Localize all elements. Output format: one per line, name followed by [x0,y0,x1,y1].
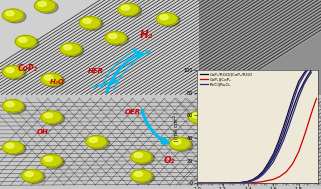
Circle shape [2,100,23,112]
Polygon shape [0,94,321,189]
Circle shape [64,45,72,50]
Circle shape [250,147,258,152]
Circle shape [41,154,62,167]
Circle shape [120,5,142,17]
Circle shape [2,141,23,154]
FancyArrowPatch shape [142,110,168,143]
Circle shape [41,111,62,123]
Circle shape [24,171,45,184]
Circle shape [169,137,190,150]
FancyArrowPatch shape [113,51,150,90]
Circle shape [6,143,14,148]
Circle shape [25,172,33,177]
Circle shape [19,37,27,42]
Circle shape [208,160,229,173]
Circle shape [160,15,168,20]
Circle shape [191,112,212,125]
Circle shape [15,35,36,48]
Circle shape [173,139,181,144]
FancyArrowPatch shape [107,53,142,92]
Circle shape [211,162,220,167]
Circle shape [105,32,126,44]
Text: H₂: H₂ [140,30,153,40]
Circle shape [60,43,81,55]
Text: OER: OER [125,109,141,115]
Circle shape [131,170,152,182]
Circle shape [188,111,210,123]
Circle shape [6,11,14,16]
Circle shape [159,14,180,27]
Circle shape [63,44,84,57]
Text: OH⁻: OH⁻ [37,129,53,135]
Circle shape [86,136,107,148]
Circle shape [43,156,65,168]
Polygon shape [0,0,199,94]
Circle shape [172,139,193,151]
Circle shape [133,152,154,165]
Text: HER: HER [88,68,104,74]
Circle shape [43,112,65,125]
Circle shape [134,153,143,158]
Circle shape [6,102,14,107]
Circle shape [83,19,91,23]
Text: O₂: O₂ [164,156,175,166]
Circle shape [6,68,14,73]
Circle shape [246,145,267,157]
FancyArrowPatch shape [100,49,137,88]
Circle shape [285,154,306,167]
Circle shape [79,16,100,29]
Circle shape [108,33,129,46]
Circle shape [89,138,98,143]
Circle shape [210,162,231,174]
Circle shape [88,137,109,149]
Circle shape [18,37,39,49]
Circle shape [5,67,26,80]
Circle shape [43,75,65,87]
Circle shape [249,146,270,159]
Circle shape [237,124,245,129]
Circle shape [44,75,53,80]
Circle shape [44,113,53,118]
Circle shape [118,3,139,16]
Circle shape [41,73,62,86]
Circle shape [121,5,130,10]
Circle shape [34,0,56,12]
Circle shape [108,34,117,39]
Text: H₂O: H₂O [50,79,65,85]
Circle shape [2,9,23,21]
Legend: CoP₂/RGO||CoP₂/RGO, CoP₂||CoP₂, Pt/C||RuO₂: CoP₂/RGO||CoP₂/RGO, CoP₂||CoP₂, Pt/C||Ru… [199,72,254,88]
Circle shape [133,171,154,184]
Circle shape [37,1,58,13]
Circle shape [236,124,257,136]
Y-axis label: j (mA cm$^{-2}$): j (mA cm$^{-2}$) [172,111,182,142]
Circle shape [5,10,26,23]
Circle shape [2,66,23,78]
Circle shape [134,172,143,177]
Circle shape [233,122,255,135]
Text: CoP₂: CoP₂ [18,64,38,73]
Circle shape [5,101,26,114]
Circle shape [192,113,200,118]
Circle shape [82,18,103,30]
Circle shape [22,170,43,182]
Circle shape [5,143,26,155]
Circle shape [131,151,152,163]
Circle shape [38,2,46,6]
Circle shape [288,156,297,161]
Circle shape [44,156,53,161]
FancyArrowPatch shape [92,80,117,87]
Circle shape [287,156,308,168]
Circle shape [156,13,178,25]
